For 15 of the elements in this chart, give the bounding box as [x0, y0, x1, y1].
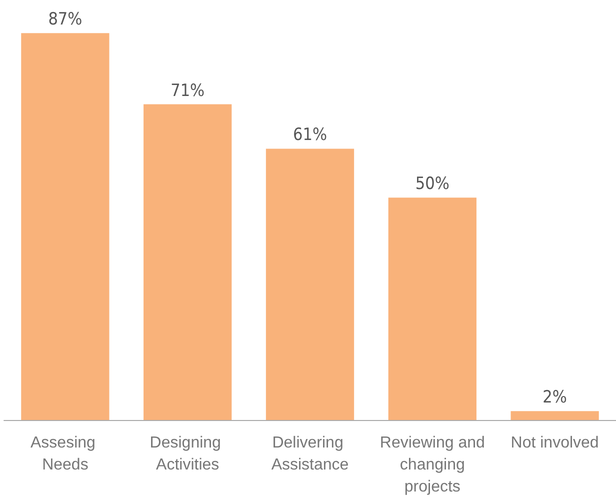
- x-tick-label: Delivering Assistance: [271, 434, 349, 474]
- bar: [21, 33, 110, 420]
- x-tick-label: Not involved: [510, 434, 599, 452]
- data-label: 71%: [170, 80, 205, 101]
- bar: [510, 411, 599, 420]
- data-label: 87%: [48, 10, 82, 30]
- x-tick-label: Assesing Needs: [30, 434, 100, 474]
- x-tick-label: Designing Activities: [150, 434, 226, 474]
- data-label: 2%: [542, 388, 567, 408]
- bar: [388, 198, 476, 420]
- data-label: 50%: [415, 174, 450, 194]
- x-tick-label: Reviewing and changing projects: [380, 434, 485, 496]
- data-label: 61%: [293, 125, 327, 146]
- bar: [266, 148, 354, 420]
- bar: [144, 104, 232, 420]
